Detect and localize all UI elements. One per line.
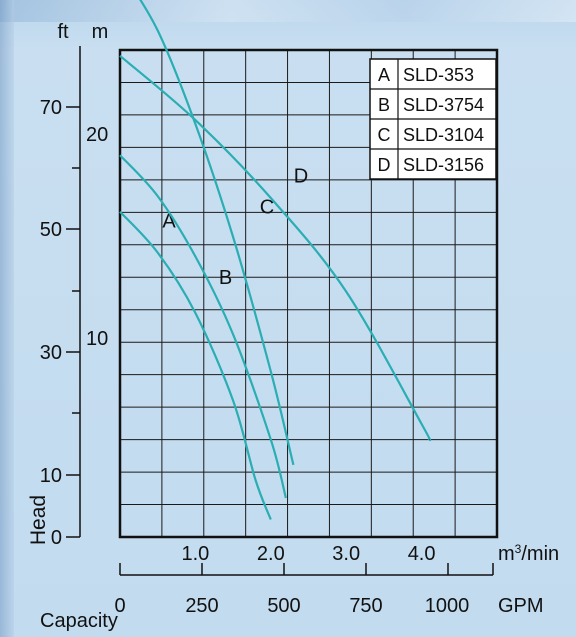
ft-tick-label: 70 (40, 97, 62, 119)
legend-key: D (378, 155, 391, 175)
legend-model: SLD-3156 (403, 155, 484, 175)
legend-model: SLD-3754 (403, 95, 484, 115)
x-unit-label-m3min: m3/min (498, 542, 559, 565)
curve-label-c: C (260, 197, 274, 219)
gpm-tick-label: 500 (267, 595, 300, 617)
legend-key: A (378, 65, 390, 85)
m-unit-label: m (92, 21, 109, 43)
background-left-edge (0, 0, 14, 637)
curve-b (119, 154, 287, 499)
x-tick-label-m3min: 1.0 (181, 543, 209, 565)
curve-label-b: B (219, 267, 232, 289)
gpm-tick-label: 250 (185, 595, 218, 617)
ft-tick-label: 30 (40, 342, 62, 364)
m-tick-label: 20 (86, 124, 108, 146)
x-unit-rest: /min (521, 543, 559, 565)
curve-label-a: A (162, 210, 176, 232)
gpm-tick-label: 1000 (425, 595, 470, 617)
x-tick-label-m3min: 4.0 (408, 543, 436, 565)
curve-label-d: D (294, 165, 308, 187)
gpm-tick-label: 0 (114, 595, 125, 617)
legend-key: C (378, 125, 391, 145)
head-label: Head (27, 495, 50, 545)
m-tick-label: 10 (86, 328, 108, 350)
curve-d (119, 54, 432, 442)
x-tick-label-m3min: 3.0 (332, 543, 360, 565)
ft-unit-label: ft (57, 21, 69, 43)
ft-tick-label: 10 (40, 465, 62, 487)
legend-model: SLD-353 (403, 65, 474, 85)
gpm-unit-label: GPM (498, 595, 544, 617)
legend-key: B (378, 95, 390, 115)
curve-a (119, 210, 272, 520)
ft-tick-label: 50 (40, 219, 62, 241)
curve-c (139, 0, 295, 466)
legend-model: SLD-3104 (403, 125, 484, 145)
gpm-tick-label: 750 (349, 595, 382, 617)
x-tick-label-m3min: 2.0 (257, 543, 285, 565)
ft-tick-label: 0 (51, 527, 62, 549)
capacity-label: Capacity (40, 610, 118, 632)
plot-frame (118, 48, 499, 539)
x-unit-superscript: 3 (515, 542, 522, 556)
